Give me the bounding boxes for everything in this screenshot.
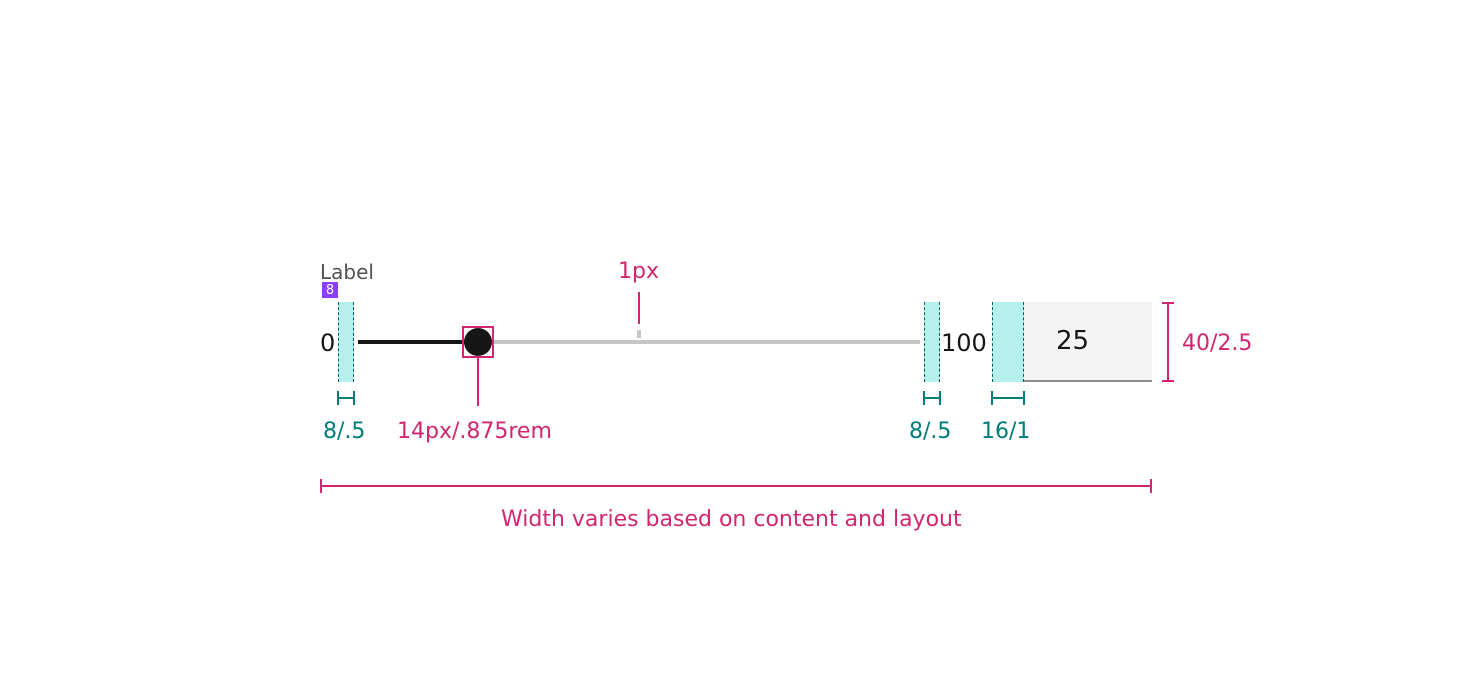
input-height-label: 40/2.5 bbox=[1182, 331, 1253, 356]
width-bracket bbox=[320, 479, 1152, 493]
handle-annotation-line bbox=[477, 358, 479, 406]
right-spacing-label: 8/.5 bbox=[909, 419, 952, 444]
slider-handle[interactable] bbox=[464, 328, 492, 356]
track-annotation-line bbox=[638, 292, 640, 324]
left-spacing-highlight bbox=[338, 302, 354, 382]
slider-value-text: 25 bbox=[1056, 326, 1090, 356]
right-spacing-bracket bbox=[923, 391, 941, 405]
track-thickness-marker bbox=[637, 330, 641, 338]
range-min-label: 0 bbox=[320, 329, 336, 357]
input-spacing-highlight bbox=[992, 302, 1024, 382]
slider-value-input[interactable]: 25 bbox=[1024, 302, 1152, 382]
left-spacing-bracket bbox=[337, 391, 355, 405]
slider-label: Label bbox=[320, 260, 374, 284]
slider-track-filled bbox=[358, 340, 478, 344]
handle-size-label: 14px/.875rem bbox=[397, 419, 552, 444]
handle-size-outline bbox=[462, 326, 494, 358]
input-spacing-label: 16/1 bbox=[981, 419, 1031, 444]
range-max-label: 100 bbox=[941, 329, 987, 357]
left-spacing-label: 8/.5 bbox=[323, 419, 366, 444]
slider-track[interactable] bbox=[358, 340, 920, 344]
input-spacing-bracket bbox=[991, 391, 1025, 405]
right-spacing-highlight bbox=[924, 302, 940, 382]
track-thickness-label: 1px bbox=[618, 259, 659, 284]
height-bracket bbox=[1162, 302, 1174, 382]
label-spacing-badge: 8 bbox=[322, 282, 338, 298]
width-note: Width varies based on content and layout bbox=[501, 507, 962, 532]
